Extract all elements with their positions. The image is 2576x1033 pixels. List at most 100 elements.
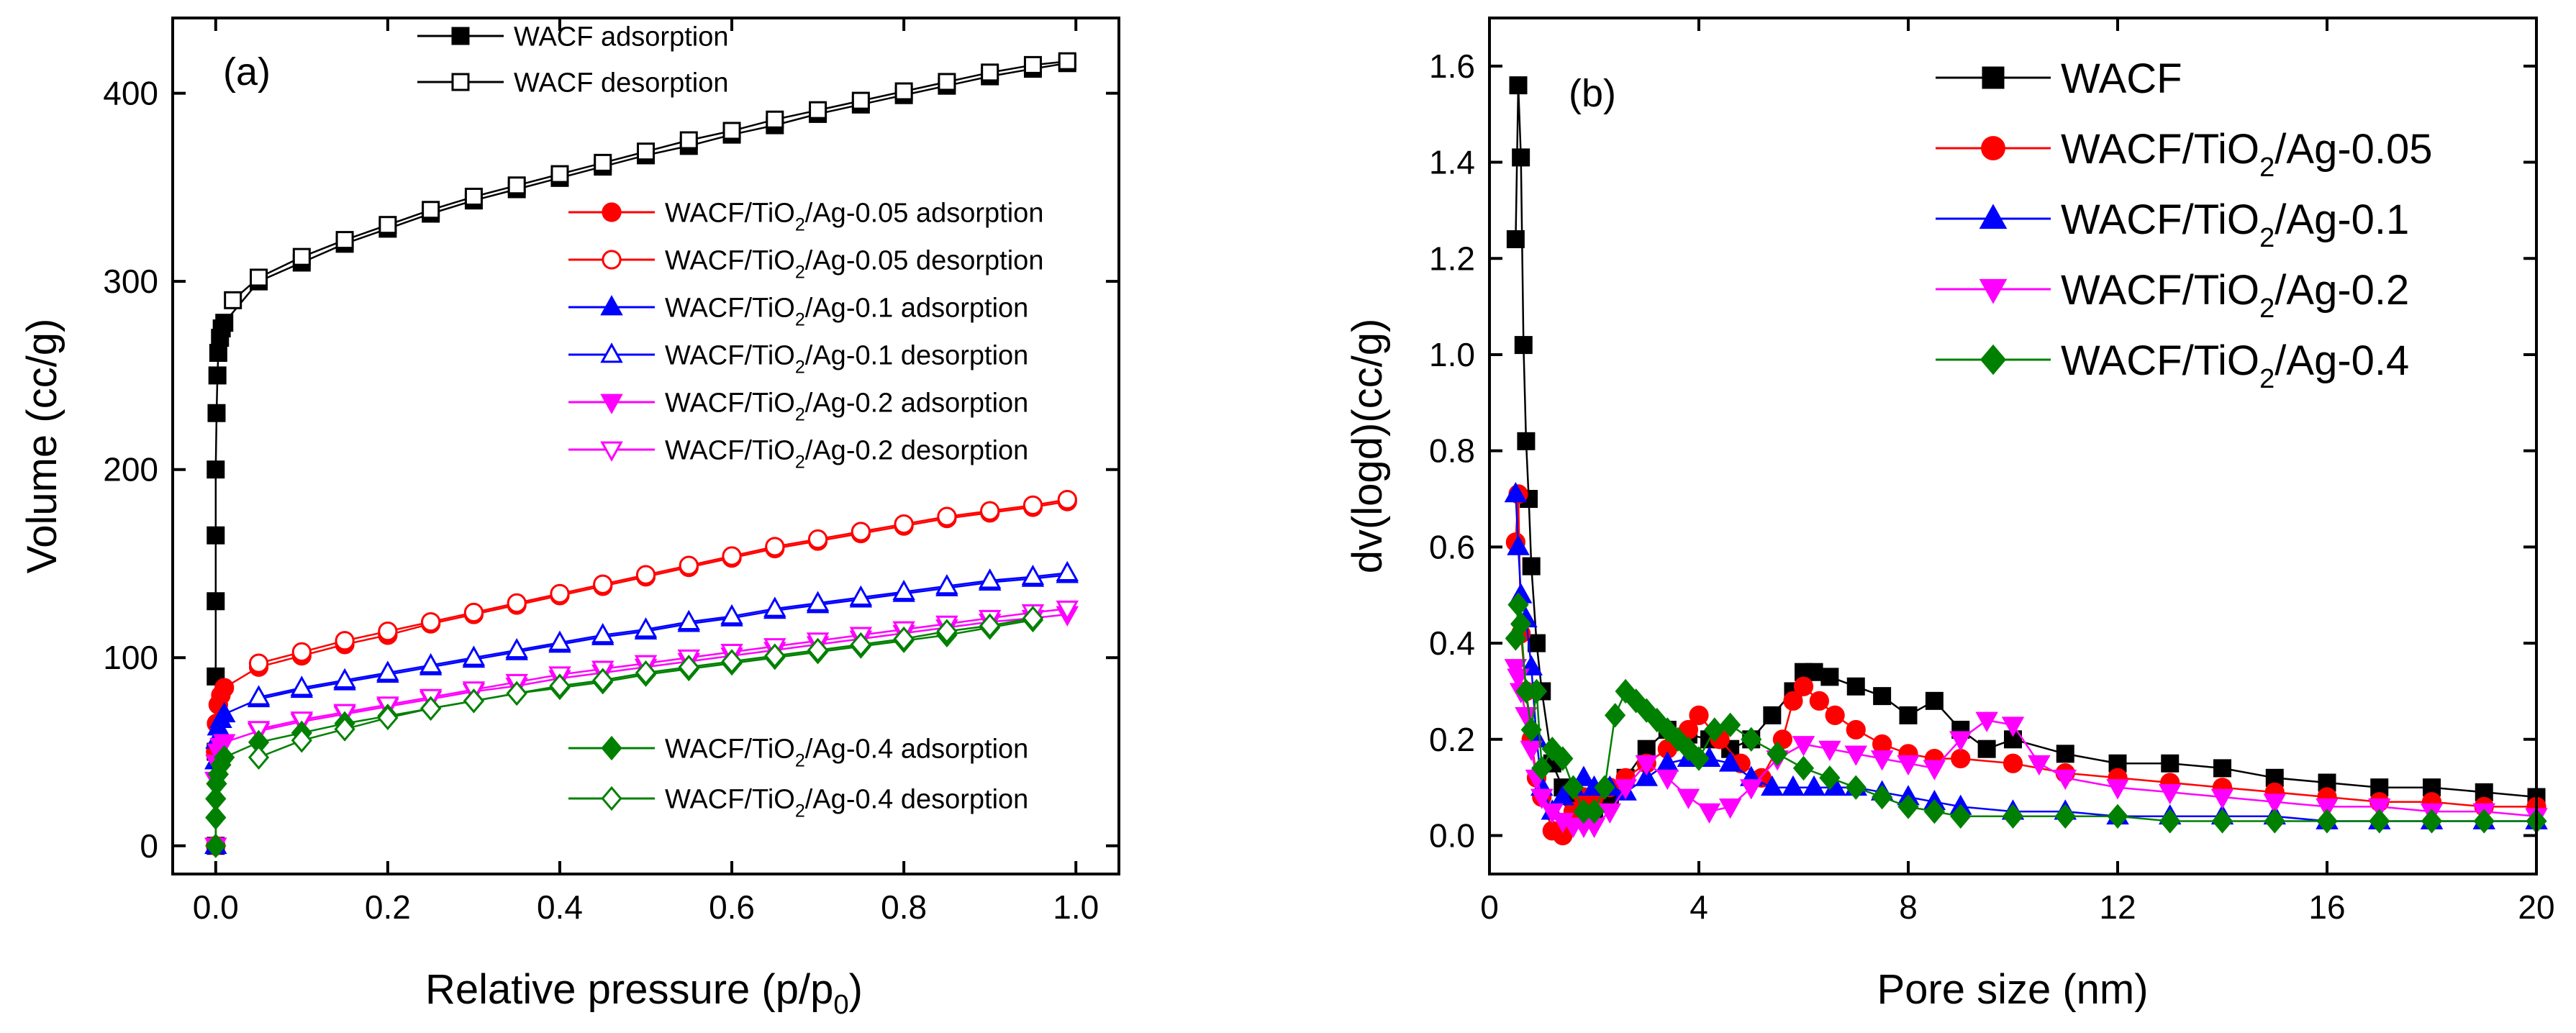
panel-a-wacf-tio2-ag-0-05-desorption-point [635, 565, 656, 585]
panel-a-wacf-tio2-ag-0-2-desorption-point [1056, 600, 1079, 622]
panel-a-wacf-tio2-ag-0-1-desorption-point [806, 591, 830, 611]
panel-b-wacf-tio2-ag-0-2-point [1530, 788, 1554, 809]
panel-b-legend-wacf-tio2-ag-0-05: WACF/TiO2/Ag-0.05 [1936, 126, 2433, 183]
panel-b-wacf-tio2-ag-0-05-point [1951, 748, 1971, 769]
panel-b-wacf-tio2-ag-0-1-point [1635, 765, 1659, 786]
panel-a-x-tick-label: 1.0 [1053, 888, 1099, 926]
panel-b-y-tick-label: 0.8 [1429, 432, 1475, 470]
panel-b-wacf-point [1846, 677, 1865, 696]
panel-a-wacf-adsorption-point [209, 344, 227, 363]
panel-a-wacf-desorption-point [335, 231, 354, 250]
panel-b-wacf-tio2-ag-0-2-point [2054, 769, 2077, 791]
panel-b-y-tick-label: 1.0 [1429, 336, 1475, 373]
panel-b-x-tick-label: 16 [2308, 888, 2345, 926]
panel-a-wacf-tio2-ag-0-1-adsorption-point [212, 701, 236, 723]
panel-a-wacf-desorption-point [378, 216, 397, 235]
panel-b-plot-frame [1488, 17, 2538, 875]
panel-a-wacf-tio2-ag-0-1-desorption-point [376, 660, 399, 681]
panel-b-wacf-point [1527, 634, 1546, 652]
panel-a-wacf-desorption-point [679, 131, 698, 150]
panel-b-wacf-tio2-ag-0-05-series [1505, 484, 2546, 846]
panel-a-wacf-tio2-ag-0-05-desorption-point [550, 583, 570, 604]
panel-b-y-tick-label: 0.6 [1429, 528, 1475, 565]
panel-b-wacf-tio2-ag-0-05-point [1846, 719, 1866, 740]
panel-a-legend-wacf-tio2-ag-0-1-adsorption-marker [600, 295, 623, 316]
panel-b-legend-wacf-tio2-ag-0-05-label: WACF/TiO2/Ag-0.05 [2061, 126, 2433, 183]
panel-a-ticks: 0.0 0.2 0.4 0.6 0.8 1.0 0 100 200 300 400 [103, 18, 1119, 926]
panel-a-wacf-tio2-ag-0-05-desorption-point [248, 653, 269, 673]
panel-b-wacf-tio2-ag-0-4-point [1583, 798, 1605, 824]
panel-a-wacf-tio2-ag-0-4-desorption-point [764, 643, 786, 668]
panel-b-wacf-tio2-ag-0-05-point [1825, 705, 1845, 725]
panel-b-wacf-tio2-ag-0-05-point [1793, 676, 1814, 696]
panel-b-y-tick-label: 1.4 [1429, 144, 1475, 181]
panel-b-wacf-tio2-ag-0-4-point [1950, 804, 1972, 829]
panel-b-wacf-tio2-ag-0-1-point [1507, 534, 1530, 555]
panel-a-wacf-desorption-point [851, 91, 870, 110]
panel-b-wacf-tio2-ag-0-1-point [1718, 751, 1742, 772]
panel-a-y-tick-label: 300 [103, 263, 158, 300]
panel-b-wacf-line [1515, 85, 2537, 813]
panel-b-legend-wacf-tio2-ag-0-4-marker [1979, 344, 2007, 376]
panel-b-wacf-tio2-ag-0-4-point [1741, 727, 1762, 752]
panel-a-wacf-tio2-ag-0-05-desorption-point [807, 529, 828, 550]
panel-a-legend-wacf-tio2-ag-0-2-desorption: WACF/TiO2/Ag-0.2 desorption [568, 436, 1028, 473]
panel-a-wacf-tio2-ag-0-4-desorption-point [592, 668, 614, 693]
panel-b-wacf-tio2-ag-0-4-point [2264, 809, 2285, 834]
panel-a-legend-wacf-tio2-ag-0-05-desorption-marker [602, 250, 622, 270]
panel-a-wacf-desorption-point [981, 63, 999, 82]
panel-b-wacf-point [1522, 557, 1541, 575]
panel-b-wacf-tio2-ag-0-1-point [1504, 482, 1528, 503]
panel-a-wacf-tio2-ag-0-05-desorption-point [291, 642, 312, 662]
panel-b-wacf-tio2-ag-0-4-point [1688, 746, 1710, 771]
panel-a-wacf-tio2-ag-0-4-adsorption-point [205, 833, 227, 858]
panel-a-wacf-tio2-ag-0-1-desorption-point [1056, 560, 1079, 581]
panel-b-wacf-tio2-ag-0-2-point [1515, 706, 1538, 728]
panel-a-legend-wacf-tio2-ag-0-05-adsorption-marker [602, 202, 622, 222]
panel-a-y-axis-title: Volume (cc/g) [19, 319, 65, 574]
panel-b-wacf-tio2-ag-0-4-point [1720, 712, 1741, 737]
panel-b-wacf-tio2-ag-0-4-point [1792, 755, 1815, 781]
panel-b-wacf-tio2-ag-0-4-point [1510, 611, 1532, 637]
panel-b-legend-wacf-tio2-ag-0-2-label: WACF/TiO2/Ag-0.2 [2061, 267, 2409, 324]
panel-a-legend-wacf-desorption: WACF desorption [417, 68, 728, 99]
panel-a-isotherms: 0.0 0.2 0.4 0.6 0.8 1.0 0 100 200 300 400 (a) Rela… [19, 17, 1120, 1020]
panel-b-wacf-tio2-ag-0-2-point [1697, 803, 1721, 824]
panel-b-wacf-tio2-ag-0-2-point [2316, 798, 2339, 819]
panel-b-wacf-series [1506, 76, 2546, 821]
panel-a-wacf-desorption-point [1058, 52, 1076, 70]
panel-a-label: (a) [223, 50, 271, 94]
panel-b-wacf-tio2-ag-0-4-point [1704, 717, 1725, 742]
panel-b-wacf-point [1925, 691, 1944, 710]
panel-a-wacf-adsorption-point [207, 404, 226, 422]
panel-a-wacf-tio2-ag-0-05-desorption-point [851, 522, 871, 542]
panel-b-wacf-tio2-ag-0-4-point [2316, 809, 2338, 834]
panel-b-wacf-tio2-ag-0-4-point [2421, 809, 2443, 834]
panel-a-wacf-desorption-point [637, 142, 655, 161]
panel-b-wacf-tio2-ag-0-2-point [1507, 668, 1530, 689]
panel-a-wacf-tio2-ag-0-4-desorption-point [936, 619, 958, 644]
panel-a-wacf-tio2-ag-0-1-desorption-point [720, 604, 743, 625]
panel-a-wacf-desorption-point [224, 291, 242, 309]
panel-b-x-tick-label: 8 [1899, 888, 1918, 926]
panel-b-wacf-tio2-ag-0-2-point [1614, 779, 1637, 800]
panel-b-wacf-tio2-ag-0-05-point [1872, 734, 1892, 755]
panel-a-wacf-tio2-ag-0-1-desorption-point [677, 609, 701, 630]
panel-a-wacf-tio2-ag-0-1-desorption-point [763, 596, 786, 617]
panel-b-wacf-tio2-ag-0-2-point [1677, 788, 1700, 809]
panel-a-x-tick-label: 0.4 [537, 888, 583, 926]
panel-b-legend-wacf-label: WACF [2061, 55, 2182, 102]
panel-a-wacf-adsorption-point [207, 460, 225, 479]
panel-b-wacf-point [1517, 432, 1536, 450]
panel-b-x-tick-label: 4 [1690, 888, 1708, 926]
panel-b-wacf-tio2-ag-0-4-point [1767, 741, 1788, 767]
panel-a-wacf-desorption-point [550, 165, 569, 183]
panel-a-x-tick-label: 0.6 [709, 888, 755, 926]
panel-b-wacf-tio2-ag-0-2-point [1792, 736, 1815, 757]
panel-a-wacf-desorption-point [722, 122, 741, 140]
panel-a-x-tick-label: 0.2 [365, 888, 411, 926]
panel-a-wacf-tio2-ag-0-4-desorption-point [635, 660, 657, 686]
panel-a-wacf-adsorption-point [208, 366, 227, 385]
panel-a-wacf-tio2-ag-0-4-desorption-point [377, 705, 399, 731]
panel-b-wacf-tio2-ag-0-4-point [1819, 765, 1841, 791]
